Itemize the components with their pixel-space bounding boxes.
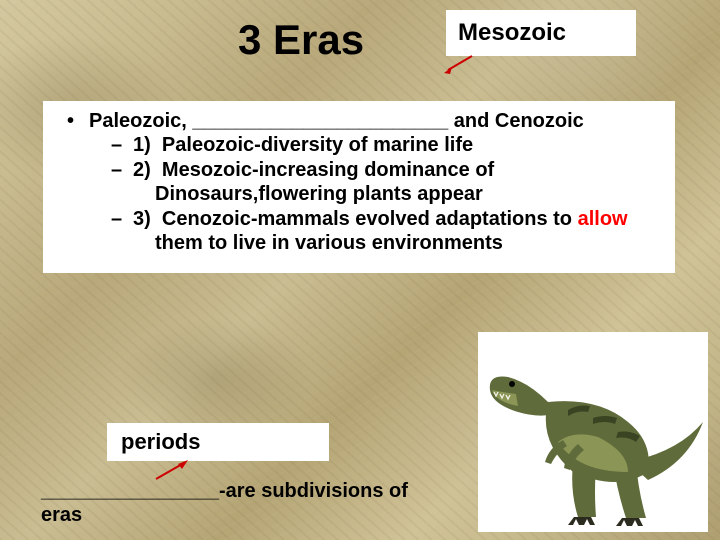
sub-1-line1: Paleozoic-diversity of marine life (162, 134, 473, 156)
dash-glyph: – (111, 158, 133, 207)
subdiv-blank: ________________ (41, 480, 219, 502)
slide-title: 3 Eras (238, 16, 364, 64)
sub-item-1: – 1) Paleozoic-diversity of marine life (111, 133, 661, 157)
sub-list: – 1) Paleozoic-diversity of marine life … (67, 133, 661, 255)
sub-item-2-text: 2) Mesozoic-increasing dominance of Dino… (133, 158, 661, 207)
subdiv-rest: -are subdivisions of (219, 480, 408, 502)
main-prefix: Paleozoic, (89, 110, 192, 132)
bullet-glyph: • (67, 109, 89, 133)
dash-glyph: – (111, 133, 133, 157)
sub-3-num: 3) (133, 208, 151, 230)
main-bullet-text: Paleozoic, _______________________ and C… (89, 109, 584, 133)
sub-2-num: 2) (133, 159, 151, 181)
dash-glyph: – (111, 207, 133, 256)
content-box: • Paleozoic, _______________________ and… (43, 101, 675, 273)
sub-item-1-text: 1) Paleozoic-diversity of marine life (133, 133, 661, 157)
answer-text-mesozoic: Mesozoic (458, 19, 566, 47)
sub-item-3-text: 3) Cenozoic-mammals evolved adaptations … (133, 207, 661, 256)
main-bullet: • Paleozoic, _______________________ and… (67, 109, 661, 133)
subdivisions-line2: eras (41, 504, 82, 527)
sub-3-line2: them to live in various environments (133, 231, 661, 255)
sub-1-num: 1) (133, 134, 151, 156)
answer-box-mesozoic: Mesozoic (446, 10, 636, 56)
main-suffix: and Cenozoic (448, 110, 584, 132)
arrow-bottom-icon (150, 459, 190, 481)
answer-box-periods: periods (107, 423, 329, 461)
sub-item-3: – 3) Cenozoic-mammals evolved adaptation… (111, 207, 661, 256)
dinosaur-image (478, 332, 708, 532)
sub-2-line2: Dinosaurs,flowering plants appear (133, 182, 661, 206)
sub-3-highlight: allow (578, 208, 628, 230)
main-blank: _______________________ (192, 110, 448, 132)
sub-item-2: – 2) Mesozoic-increasing dominance of Di… (111, 158, 661, 207)
answer-text-periods: periods (121, 429, 200, 455)
subdivisions-line1: ________________-are subdivisions of (41, 480, 408, 503)
arrow-top-icon (442, 54, 476, 74)
sub-3-line1: Cenozoic-mammals evolved adaptations to (162, 208, 578, 230)
sub-2-line1: Mesozoic-increasing dominance of (162, 159, 494, 181)
